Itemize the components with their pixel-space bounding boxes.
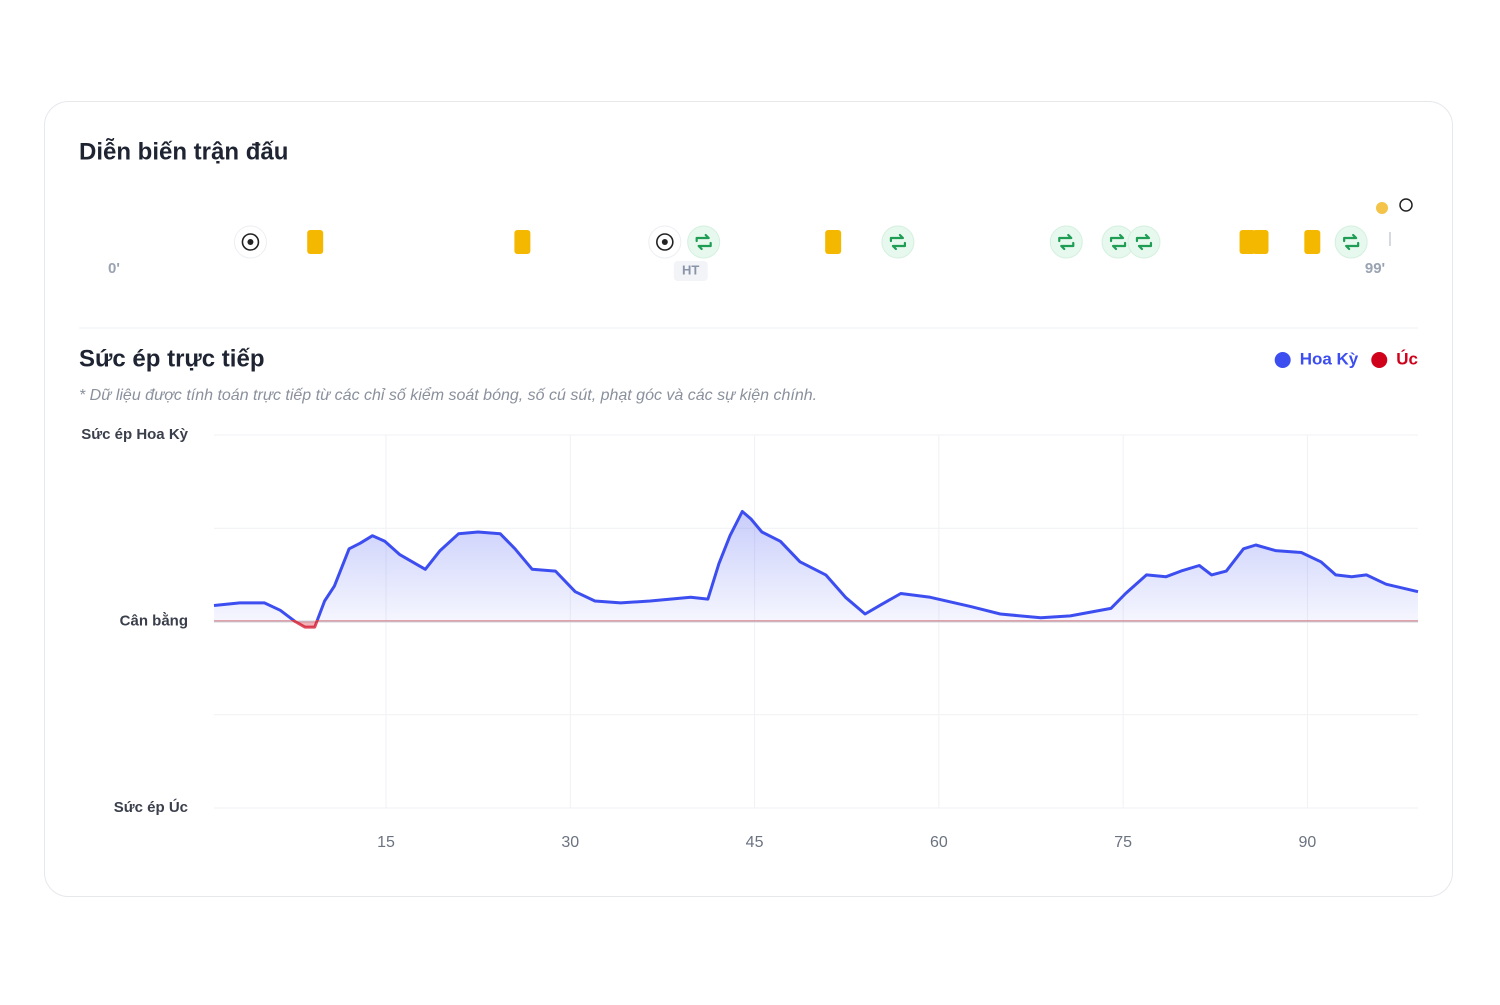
y-tick-label: Sức ép Úc <box>114 798 188 816</box>
y-tick-label: Sức ép Hoa Kỳ <box>81 426 188 443</box>
sub-bg <box>1049 225 1083 259</box>
x-tick-label: 90 <box>1299 834 1317 851</box>
yellow-card <box>1239 230 1256 254</box>
chart-title: Sức ép trực tiếp <box>79 345 264 372</box>
yellow-card <box>307 230 324 254</box>
x-tick-label: 60 <box>930 834 948 851</box>
card <box>44 101 1453 897</box>
halftime-badge <box>673 261 708 281</box>
legend-label: Úc <box>1396 349 1418 368</box>
sub-icon <box>687 225 721 259</box>
yellow-card <box>514 230 531 254</box>
x-tick-label: 30 <box>561 834 579 851</box>
yellow-card <box>1252 230 1269 254</box>
chart-subtitle: * Dữ liệu được tính toán trực tiếp từ cá… <box>79 386 817 404</box>
x-tick-label: 15 <box>377 834 395 851</box>
halftime-label: HT <box>682 262 699 277</box>
sub-arrows <box>1058 233 1075 251</box>
ball-patch <box>247 239 254 245</box>
legend-swatch <box>1371 352 1388 368</box>
x-tick-label: 75 <box>1114 834 1132 851</box>
sub-arrows <box>695 233 712 251</box>
legend-label: Hoa Kỳ <box>1300 349 1359 368</box>
current-icon <box>1376 202 1388 214</box>
sub-icon <box>1049 225 1083 259</box>
yellow-card <box>825 230 842 254</box>
sub-bg <box>881 225 915 259</box>
current-ball <box>1399 198 1413 212</box>
sub-arrows <box>1109 233 1127 251</box>
y-tick-label: Cân bằng <box>120 611 188 629</box>
sub-bg <box>687 225 721 259</box>
ball-patch <box>661 239 668 245</box>
sub-bg <box>1127 225 1161 259</box>
sub-arrows <box>889 233 907 251</box>
sub-icon <box>1334 225 1368 259</box>
goal-icon <box>233 225 267 259</box>
sub-icon <box>1127 225 1161 259</box>
sub-arrows <box>1135 233 1153 251</box>
legend-swatch <box>1274 352 1291 368</box>
sub-bg <box>1334 225 1368 259</box>
timeline-end: 99' <box>1365 260 1385 277</box>
sub-icon <box>1101 225 1135 259</box>
area-home <box>214 511 1418 620</box>
sub-arrows <box>1343 233 1360 251</box>
goal-icon <box>648 225 682 259</box>
yellow-card <box>1304 230 1321 254</box>
area-away <box>214 620 1418 628</box>
timeline-start: 0' <box>108 260 120 277</box>
line-home <box>213 510 1419 620</box>
x-tick-label: 45 <box>746 834 764 851</box>
sub-icon <box>881 225 915 259</box>
timeline-title: Diễn biến trận đấu <box>79 137 288 165</box>
